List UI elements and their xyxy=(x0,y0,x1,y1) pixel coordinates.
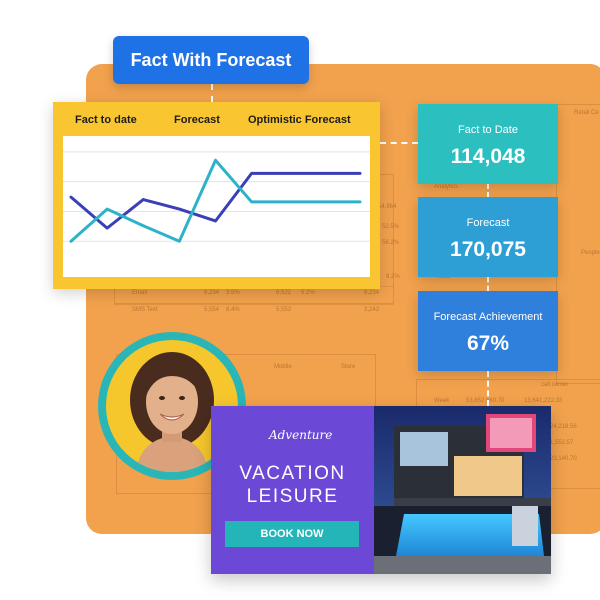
ghost-number: 13,641,222.33 xyxy=(524,398,563,404)
ghost-number: 3,243 xyxy=(364,307,380,313)
kpi-label: Fact to Date xyxy=(458,124,518,136)
ghost-label: Mobile xyxy=(274,364,292,370)
ghost-number: 9,234 xyxy=(364,290,380,296)
woman-portrait-icon xyxy=(130,352,214,472)
ghost-label: Week xyxy=(434,398,450,404)
ghost-number: 5.2% xyxy=(301,290,315,296)
ghost-label: Visits xyxy=(436,274,451,280)
ghost-number: 5,553 xyxy=(276,307,292,313)
book-now-button[interactable]: BOOK NOW xyxy=(225,521,359,547)
ghost-label: Analytics xyxy=(434,184,459,190)
kpi-fact-to-date[interactable]: Fact to Date 114,048 xyxy=(418,104,558,184)
fact-with-forecast-title: Fact With Forecast xyxy=(113,36,309,84)
ad-villa-photo xyxy=(374,406,551,574)
villa-pool-image-icon xyxy=(374,406,551,574)
ghost-number: 8.4% xyxy=(226,307,240,313)
series-line-1 xyxy=(69,171,362,230)
ghost-label: SMS Text xyxy=(132,307,158,313)
ad-headline-line-1: VACATION xyxy=(239,463,346,484)
connector-kpi-2-3 xyxy=(487,277,489,291)
ghost-number: 8,522 xyxy=(276,290,292,296)
ghost-number: 5,554 xyxy=(204,307,220,313)
legend-forecast: Forecast xyxy=(174,114,220,126)
ghost-label: Store xyxy=(341,364,356,370)
kpi-value: 170,075 xyxy=(450,238,526,261)
kpi-label: Forecast xyxy=(466,217,510,229)
ghost-number: 1,552.57 xyxy=(550,440,574,446)
connector-title-to-chart xyxy=(211,84,213,102)
ghost-number: 53,652,660.70 xyxy=(466,398,505,404)
ghost-number: 54,964 xyxy=(378,204,397,210)
chart-series xyxy=(69,158,362,243)
line-chart xyxy=(63,151,370,243)
chart-legend: Fact to date Forecast Optimistic Forecas… xyxy=(53,114,380,130)
ghost-number: 52.5% xyxy=(382,224,400,230)
line-chart-area xyxy=(63,136,370,277)
vacation-ad-banner[interactable]: Adventure VACATION LEISURE BOOK NOW xyxy=(211,406,551,574)
ghost-number: 56.2% xyxy=(382,240,400,246)
kpi-value: 67% xyxy=(466,332,510,355)
ghost-label: Retail Ce xyxy=(574,110,599,116)
ghost-label: People xyxy=(581,250,600,256)
ghost-number: 9.2% xyxy=(386,274,400,280)
ghost-panel-right xyxy=(556,104,600,384)
ad-headline-line-2: LEISURE xyxy=(246,486,339,507)
ghost-number: 23,140.70 xyxy=(550,456,577,462)
ad-brand-logo: Adventure xyxy=(269,428,333,442)
kpi-label: Forecast Achievement xyxy=(433,311,543,323)
kpi-forecast-achievement[interactable]: Forecast Achievement 67% xyxy=(418,291,558,371)
connector-kpi-1-2 xyxy=(487,184,489,197)
forecast-chart-card: Fact to date Forecast Optimistic Forecas… xyxy=(53,102,380,289)
ghost-label: Email xyxy=(132,290,148,296)
legend-optimistic-forecast: Optimistic Forecast xyxy=(248,114,351,126)
ad-text-panel: Adventure VACATION LEISURE BOOK NOW xyxy=(211,406,374,574)
ghost-number: 3.9% xyxy=(226,290,240,296)
kpi-forecast[interactable]: Forecast 170,075 xyxy=(418,197,558,277)
ghost-row-divider xyxy=(114,304,394,305)
series-line-2 xyxy=(69,158,362,243)
ghost-number: 24,218.56 xyxy=(550,424,577,430)
kpi-value: 114,048 xyxy=(450,145,526,168)
ghost-number: 9,234 xyxy=(204,290,220,296)
ghost-label: call center xyxy=(541,382,569,388)
legend-fact-to-date: Fact to date xyxy=(75,114,137,126)
connector-chart-to-kpi xyxy=(380,142,418,144)
connector-kpi-to-ad xyxy=(487,371,489,406)
